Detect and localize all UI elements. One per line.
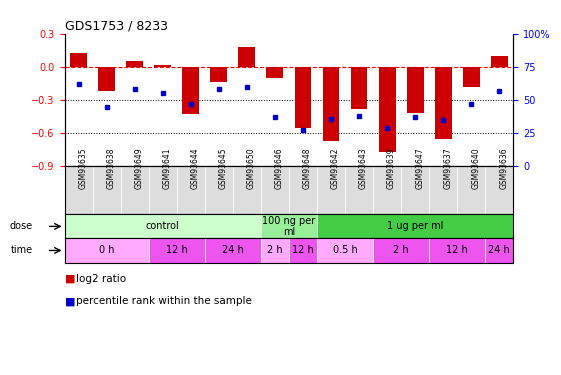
Text: ■: ■	[65, 296, 75, 306]
Bar	[65, 214, 261, 238]
Bar	[289, 238, 317, 262]
Bar	[463, 67, 480, 87]
Bar	[351, 67, 367, 109]
Text: GSM93641: GSM93641	[163, 148, 172, 189]
Text: 0 h: 0 h	[99, 246, 114, 255]
Bar	[485, 166, 513, 214]
Bar	[182, 67, 199, 114]
Text: 2 h: 2 h	[267, 246, 283, 255]
Bar	[98, 67, 115, 91]
Text: 24 h: 24 h	[222, 246, 243, 255]
Bar	[379, 67, 396, 152]
Bar	[126, 62, 143, 67]
Text: 12 h: 12 h	[447, 246, 468, 255]
Bar	[317, 214, 513, 238]
Bar	[373, 238, 429, 262]
Text: GSM93650: GSM93650	[247, 148, 256, 189]
Bar	[407, 67, 424, 113]
Bar	[323, 67, 339, 141]
Bar	[317, 166, 345, 214]
Bar	[429, 238, 485, 262]
Text: GSM93644: GSM93644	[191, 148, 200, 189]
Bar	[401, 166, 429, 214]
Bar	[429, 166, 457, 214]
Text: GSM93640: GSM93640	[471, 148, 480, 189]
Bar	[70, 53, 87, 67]
Text: 2 h: 2 h	[393, 246, 409, 255]
Bar	[154, 64, 171, 67]
Text: GSM93649: GSM93649	[135, 148, 144, 189]
Text: 0.5 h: 0.5 h	[333, 246, 357, 255]
Bar	[266, 67, 283, 78]
Text: control: control	[146, 221, 180, 231]
Text: GSM93645: GSM93645	[219, 148, 228, 189]
Bar	[457, 166, 485, 214]
Bar	[485, 238, 513, 262]
Bar	[65, 238, 149, 262]
Text: GSM93646: GSM93646	[275, 148, 284, 189]
Text: 12 h: 12 h	[166, 246, 187, 255]
Bar	[435, 67, 452, 139]
Bar	[149, 238, 205, 262]
Bar	[121, 166, 149, 214]
Bar	[233, 166, 261, 214]
Text: time: time	[11, 246, 33, 255]
Bar	[210, 67, 227, 82]
Bar	[261, 238, 289, 262]
Text: GSM93647: GSM93647	[415, 148, 424, 189]
Text: GSM93638: GSM93638	[107, 148, 116, 189]
Bar	[205, 166, 233, 214]
Bar	[491, 56, 508, 67]
Bar	[295, 67, 311, 128]
Text: dose: dose	[10, 221, 33, 231]
Bar	[93, 166, 121, 214]
Text: 12 h: 12 h	[292, 246, 314, 255]
Text: GSM93643: GSM93643	[359, 148, 368, 189]
Text: ■: ■	[65, 274, 75, 284]
Bar	[261, 214, 317, 238]
Text: GSM93637: GSM93637	[443, 148, 452, 189]
Bar	[345, 166, 373, 214]
Text: GDS1753 / 8233: GDS1753 / 8233	[65, 20, 168, 33]
Bar	[205, 238, 261, 262]
Bar	[317, 238, 373, 262]
Text: 100 ng per
ml: 100 ng per ml	[263, 216, 315, 237]
Text: GSM93642: GSM93642	[331, 148, 340, 189]
Bar	[149, 166, 177, 214]
Bar	[238, 47, 255, 67]
Text: 24 h: 24 h	[489, 246, 510, 255]
Text: log2 ratio: log2 ratio	[76, 274, 126, 284]
Text: 1 ug per ml: 1 ug per ml	[387, 221, 443, 231]
Text: GSM93648: GSM93648	[303, 148, 312, 189]
Bar	[65, 166, 93, 214]
Bar	[177, 166, 205, 214]
Bar	[261, 166, 289, 214]
Bar	[289, 166, 317, 214]
Text: GSM93639: GSM93639	[387, 148, 396, 189]
Bar	[373, 166, 401, 214]
Text: GSM93636: GSM93636	[499, 148, 508, 189]
Text: percentile rank within the sample: percentile rank within the sample	[76, 296, 252, 306]
Text: GSM93635: GSM93635	[79, 148, 88, 189]
